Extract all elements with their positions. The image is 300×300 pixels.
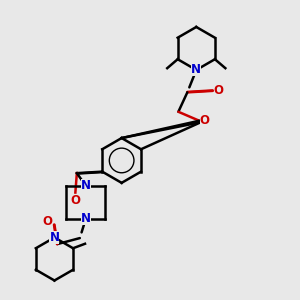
- Text: N: N: [50, 231, 59, 244]
- Text: O: O: [70, 194, 80, 206]
- Text: O: O: [214, 84, 224, 98]
- Text: N: N: [81, 212, 91, 225]
- Text: O: O: [42, 215, 52, 228]
- Text: O: O: [200, 114, 210, 127]
- Text: N: N: [191, 64, 201, 76]
- Text: N: N: [81, 179, 91, 192]
